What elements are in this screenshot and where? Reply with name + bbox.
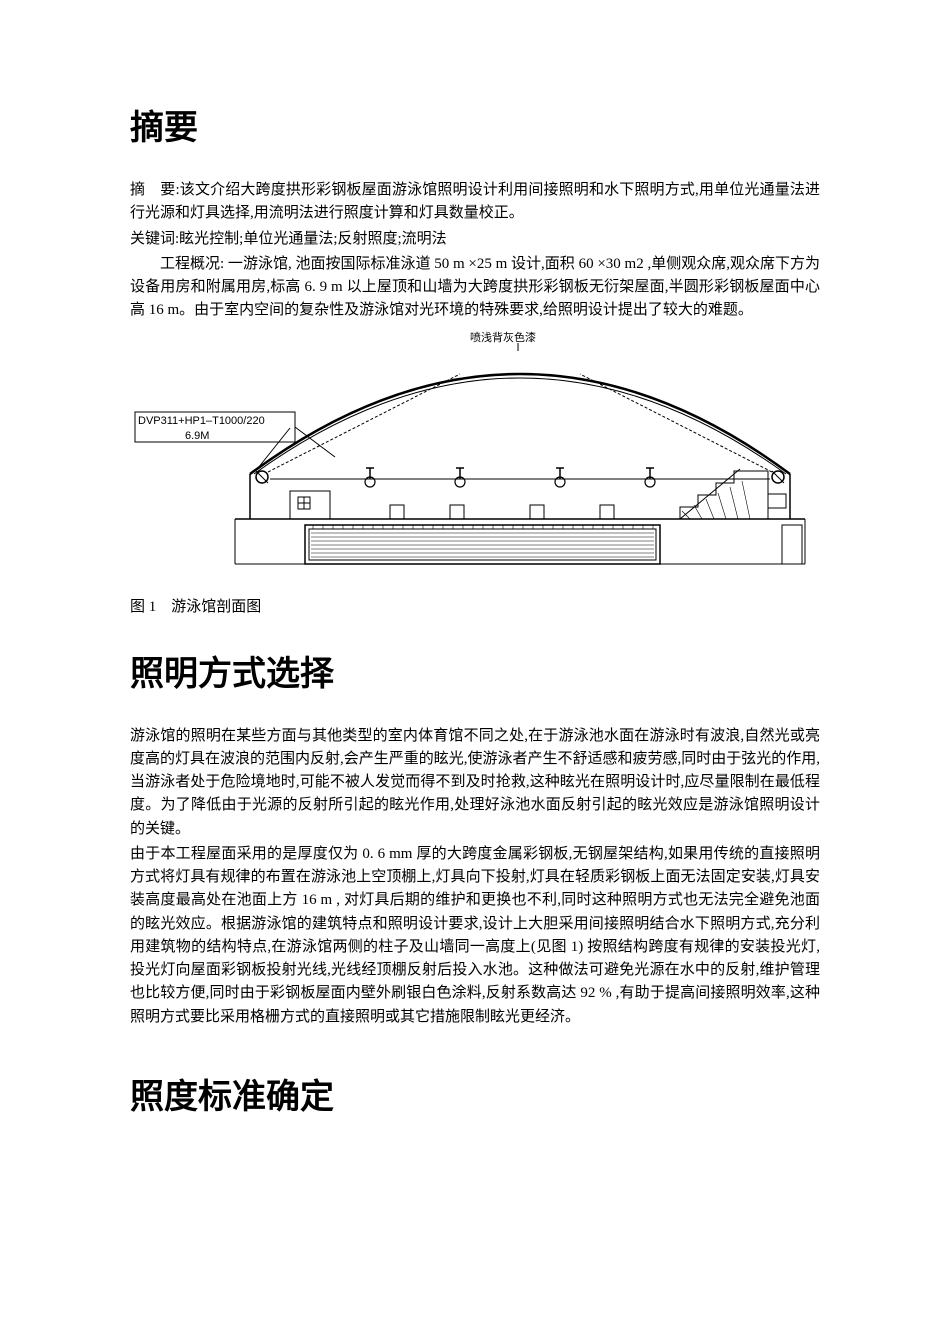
illuminance-standard-heading: 照度标准确定 xyxy=(130,1069,820,1118)
lighting-method-heading: 照明方式选择 xyxy=(130,646,820,695)
keywords-label: 关键词: xyxy=(130,231,179,247)
abstract-paragraph: 摘 要:该文介绍大跨度拱形彩钢板屋面游泳馆照明设计利用间接照明和水下照明方式,用… xyxy=(130,179,820,226)
lighting-method-p1: 游泳馆的照明在某些方面与其他类型的室内体育馆不同之处,在于游泳池水面在游泳时有波… xyxy=(130,725,820,841)
figure-1-caption: 图 1 游泳馆剖面图 xyxy=(130,595,820,616)
figure-1-diagram: 喷浅背灰色漆 DVP311+HP1–T1000/220 6.9M xyxy=(130,329,820,589)
svg-text:喷浅背灰色漆: 喷浅背灰色漆 xyxy=(470,330,536,344)
project-overview-paragraph: 工程概况: 一游泳馆, 池面按国际标准泳道 50 m ×25 m 设计,面积 6… xyxy=(130,253,820,323)
abstract-text: 该文介绍大跨度拱形彩钢板屋面游泳馆照明设计利用间接照明和水下照明方式,用单位光通… xyxy=(130,182,820,221)
svg-text:DVP311+HP1–T1000/220: DVP311+HP1–T1000/220 xyxy=(138,415,265,427)
figure-1: 喷浅背灰色漆 DVP311+HP1–T1000/220 6.9M 图 1 游泳馆剖面… xyxy=(130,329,820,616)
lighting-method-p2: 由于本工程屋面采用的是厚度仅为 0. 6 mm 厚的大跨度金属彩钢板,无钢屋架结… xyxy=(130,843,820,1029)
abstract-heading: 摘要 xyxy=(130,100,820,149)
keywords-line: 关键词:眩光控制;单位光通量法;反射照度;流明法 xyxy=(130,228,820,251)
abstract-label: 摘 要: xyxy=(130,182,180,198)
svg-text:6.9M: 6.9M xyxy=(185,430,209,442)
keywords-text: 眩光控制;单位光通量法;反射照度;流明法 xyxy=(179,231,447,247)
